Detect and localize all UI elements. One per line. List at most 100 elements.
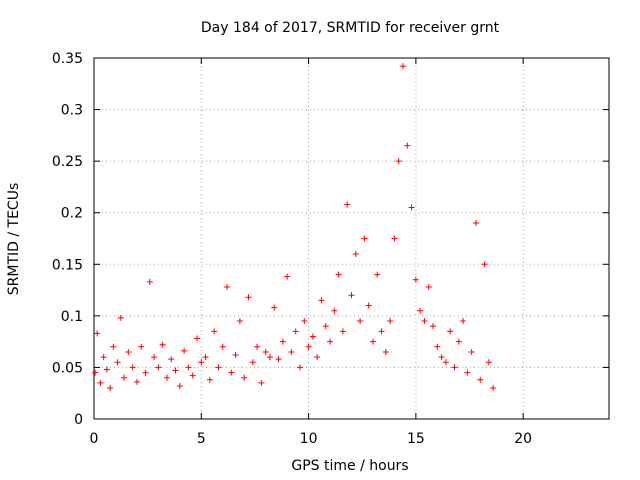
data-point — [430, 323, 437, 330]
data-point — [185, 364, 192, 371]
y-tick-label: 0.15 — [52, 257, 83, 273]
data-point — [254, 343, 261, 350]
data-point — [335, 271, 342, 278]
data-point — [404, 142, 411, 149]
y-tick-label: 0.05 — [52, 360, 83, 376]
data-point — [460, 318, 467, 325]
data-point — [297, 364, 303, 371]
y-tick-label: 0.3 — [61, 103, 83, 119]
plot-area-frame — [93, 57, 610, 420]
data-point — [100, 354, 107, 361]
y-tick-label: 0.25 — [52, 154, 83, 170]
data-point — [374, 271, 381, 278]
data-point — [198, 359, 205, 366]
data-point — [442, 359, 449, 366]
chart-title: Day 184 of 2017, SRMTID for receiver grn… — [201, 20, 500, 36]
data-point — [490, 385, 497, 392]
data-point — [114, 359, 121, 366]
x-tick-label: 0 — [90, 431, 99, 447]
data-point — [228, 369, 235, 376]
data-point — [314, 354, 321, 361]
data-point — [369, 338, 376, 345]
data-point — [434, 343, 441, 350]
y-axis-label: SRMTID / TECUs — [6, 183, 22, 296]
data-point — [421, 318, 428, 325]
data-point — [236, 318, 243, 325]
data-point — [361, 235, 368, 242]
data-point — [472, 220, 479, 227]
data-point — [447, 328, 454, 335]
data-point — [206, 376, 213, 383]
data-point — [249, 359, 256, 366]
data-point — [292, 328, 299, 335]
data-point — [327, 338, 334, 345]
data-point — [224, 283, 231, 290]
data-point — [215, 364, 222, 371]
data-point — [172, 367, 179, 374]
data-point — [266, 354, 273, 361]
data-point — [275, 356, 282, 363]
data-point — [352, 250, 359, 257]
data-point — [344, 201, 351, 208]
data-point — [232, 352, 239, 359]
data-point — [400, 63, 406, 70]
data-point — [189, 372, 196, 379]
data-point — [97, 379, 104, 386]
y-tick-label: 0 — [74, 412, 83, 428]
data-point — [455, 338, 462, 345]
x-tick-label: 15 — [407, 431, 425, 447]
data-point — [117, 314, 124, 321]
x-axis-label: GPS time / hours — [291, 458, 408, 474]
data-point — [194, 335, 200, 342]
data-point — [318, 297, 325, 304]
data-point — [395, 158, 402, 165]
data-point — [163, 374, 170, 381]
data-point — [146, 278, 153, 285]
data-point — [219, 343, 226, 350]
data-point — [138, 343, 145, 350]
data-point — [288, 348, 295, 355]
data-point — [365, 302, 372, 309]
data-point — [211, 328, 218, 335]
data-point — [133, 378, 140, 385]
data-point — [339, 328, 346, 335]
data-point — [129, 364, 136, 371]
data-point — [271, 304, 278, 311]
grid — [94, 58, 609, 419]
data-point — [348, 292, 355, 299]
data-point — [425, 283, 432, 290]
data-point — [481, 261, 488, 268]
data-point — [159, 341, 166, 348]
data-point — [284, 273, 291, 280]
y-tick-label: 0.1 — [61, 309, 83, 325]
data-point — [155, 364, 162, 371]
x-tick-label: 10 — [300, 431, 318, 447]
data-point — [121, 374, 128, 381]
data-point — [103, 366, 110, 373]
data-point — [110, 343, 117, 350]
data-point — [378, 328, 385, 335]
data-point — [417, 307, 424, 314]
data-point — [357, 318, 364, 325]
data-point — [387, 318, 394, 325]
data-point — [438, 354, 445, 361]
data-point — [176, 382, 183, 389]
data-point — [451, 364, 458, 371]
x-tick-label: 5 — [197, 431, 206, 447]
data-point — [258, 379, 265, 386]
data-point — [202, 354, 209, 361]
data-point — [322, 323, 329, 330]
data-point — [412, 276, 419, 283]
data-point — [301, 318, 308, 325]
data-point — [309, 333, 316, 340]
data-point — [485, 359, 492, 366]
data-point — [477, 376, 484, 383]
data-point — [245, 294, 252, 301]
x-tick-label: 20 — [514, 431, 532, 447]
data-points — [92, 63, 497, 392]
data-point — [168, 356, 175, 363]
data-point — [94, 330, 101, 337]
y-tick-label: 0.2 — [61, 206, 83, 222]
data-point — [241, 374, 248, 381]
data-point — [408, 204, 415, 211]
